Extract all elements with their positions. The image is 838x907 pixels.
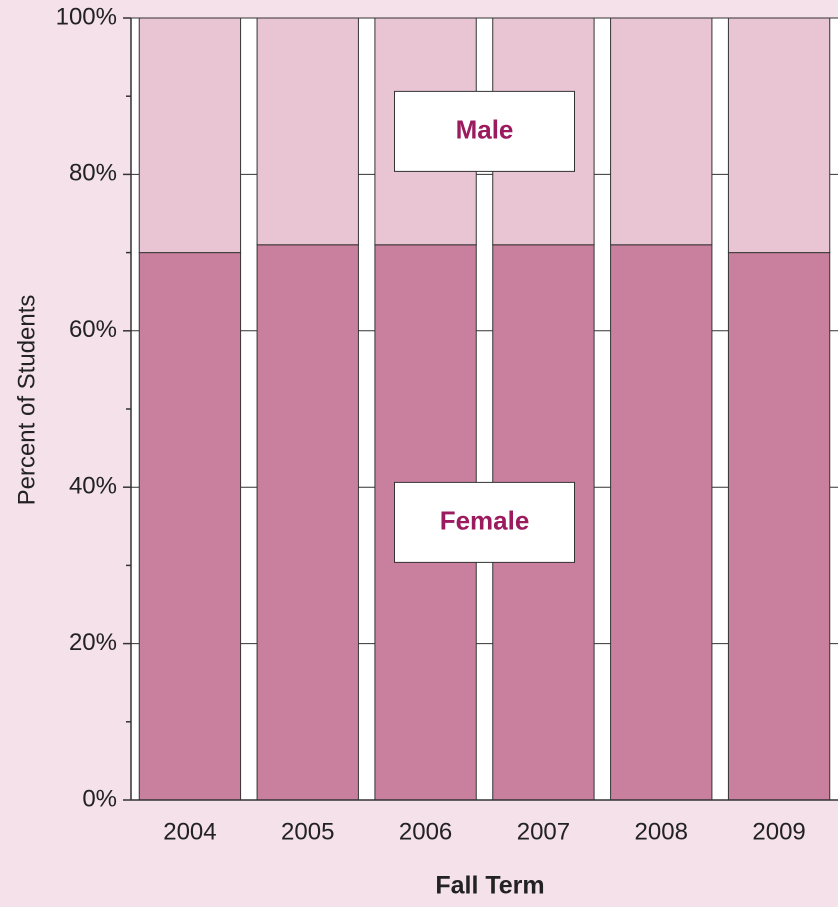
x-tick-label: 2007 xyxy=(517,818,570,845)
bar-segment xyxy=(256,244,359,801)
bar-segment xyxy=(138,17,242,254)
bar-segment xyxy=(727,252,831,801)
y-axis-title: Percent of Students xyxy=(13,295,40,506)
bar-segment xyxy=(138,252,242,801)
series-label-box xyxy=(394,481,575,563)
x-tick-label: 2004 xyxy=(163,818,216,845)
y-tick-label: 80% xyxy=(69,160,117,187)
series-label: Female xyxy=(440,505,530,535)
bar-segment xyxy=(727,17,831,254)
x-tick-label: 2006 xyxy=(399,818,452,845)
series-label-box xyxy=(394,90,575,172)
series-label: Male xyxy=(456,114,514,144)
y-tick-label: 0% xyxy=(82,785,117,812)
y-tick-label: 40% xyxy=(69,473,117,500)
y-tick-label: 60% xyxy=(69,316,117,343)
bar-segment xyxy=(256,17,359,246)
y-tick-label: 100% xyxy=(56,3,117,30)
bar-segment xyxy=(610,244,713,801)
x-axis-title: Fall Term xyxy=(435,872,544,900)
x-tick-label: 2005 xyxy=(281,818,334,845)
x-tick-label: 2008 xyxy=(635,818,688,845)
bar-segment xyxy=(610,17,713,246)
y-tick-label: 20% xyxy=(69,629,117,656)
x-tick-label: 2009 xyxy=(752,818,805,845)
